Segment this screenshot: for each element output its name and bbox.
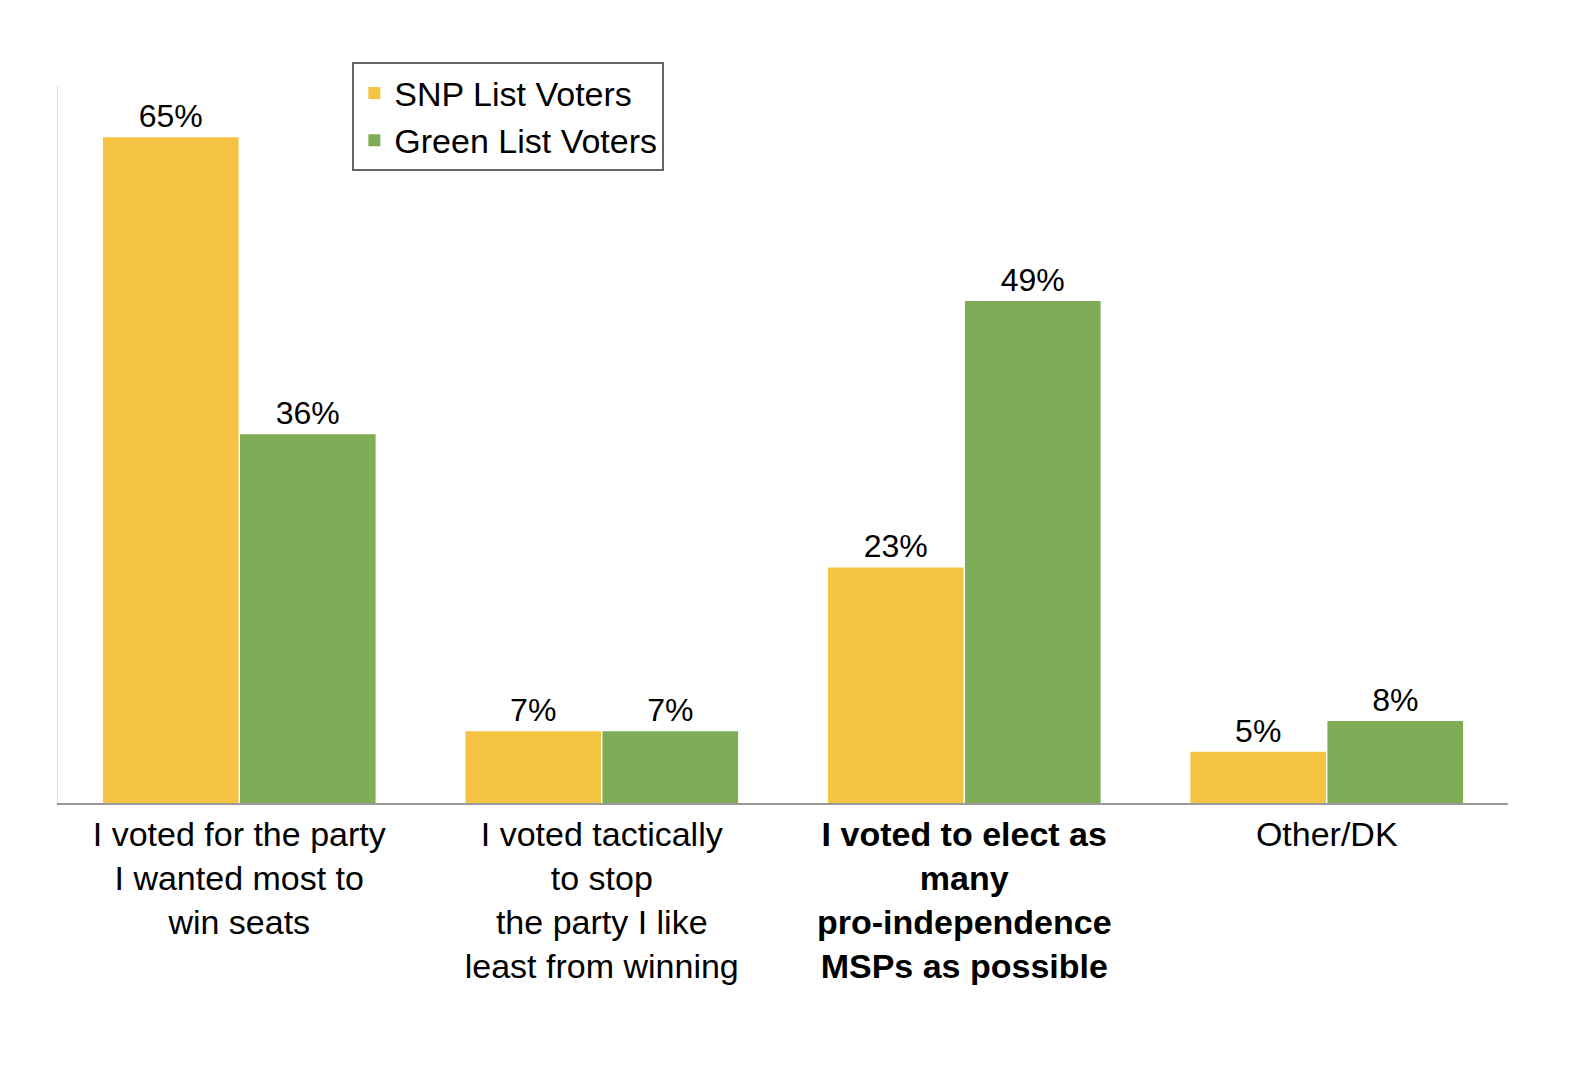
- svg-text:Other/DK: Other/DK: [1256, 815, 1398, 853]
- svg-text:I voted tacticallyto stopthe p: I voted tacticallyto stopthe party I lik…: [465, 815, 739, 986]
- svg-text:7%: 7%: [647, 692, 693, 728]
- svg-text:8%: 8%: [1372, 682, 1418, 718]
- svg-text:7%: 7%: [510, 692, 556, 728]
- svg-text:Green List Voters: Green List Voters: [394, 122, 657, 160]
- svg-text:SNP List Voters: SNP List Voters: [394, 75, 631, 113]
- svg-text:49%: 49%: [1001, 262, 1065, 298]
- svg-text:5%: 5%: [1235, 713, 1281, 749]
- svg-text:I voted for the partyI wanted: I voted for the partyI wanted most towin…: [93, 815, 386, 941]
- svg-text:65%: 65%: [139, 98, 203, 134]
- svg-text:23%: 23%: [864, 528, 928, 564]
- svg-text:I voted to elect asmanypro-ind: I voted to elect asmanypro-independenceM…: [817, 815, 1112, 986]
- svg-text:36%: 36%: [276, 395, 340, 431]
